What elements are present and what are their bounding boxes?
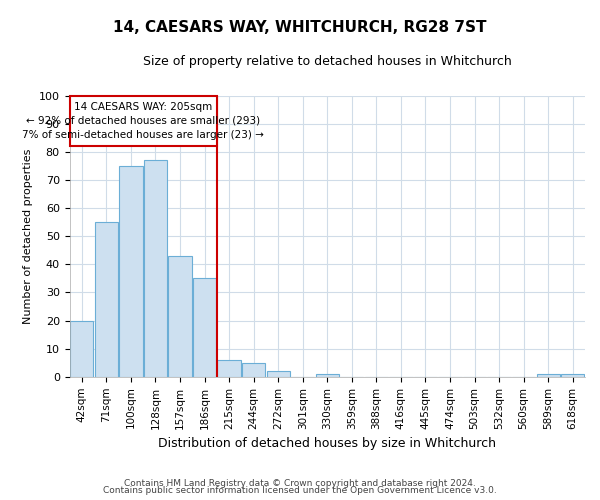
X-axis label: Distribution of detached houses by size in Whitchurch: Distribution of detached houses by size … xyxy=(158,437,496,450)
Text: Contains public sector information licensed under the Open Government Licence v3: Contains public sector information licen… xyxy=(103,486,497,495)
Bar xyxy=(95,222,118,377)
Bar xyxy=(242,363,265,377)
Text: 14 CAESARS WAY: 205sqm
← 92% of detached houses are smaller (293)
7% of semi-det: 14 CAESARS WAY: 205sqm ← 92% of detached… xyxy=(22,102,264,140)
Bar xyxy=(144,160,167,377)
Y-axis label: Number of detached properties: Number of detached properties xyxy=(23,148,33,324)
Bar xyxy=(536,374,560,377)
Bar xyxy=(316,374,339,377)
Title: Size of property relative to detached houses in Whitchurch: Size of property relative to detached ho… xyxy=(143,55,512,68)
Bar xyxy=(193,278,216,377)
Bar xyxy=(169,256,191,377)
Text: 14, CAESARS WAY, WHITCHURCH, RG28 7ST: 14, CAESARS WAY, WHITCHURCH, RG28 7ST xyxy=(113,20,487,35)
Bar xyxy=(266,371,290,377)
Text: Contains HM Land Registry data © Crown copyright and database right 2024.: Contains HM Land Registry data © Crown c… xyxy=(124,478,476,488)
Bar xyxy=(119,166,143,377)
Bar xyxy=(70,96,217,146)
Bar xyxy=(70,320,94,377)
Bar xyxy=(561,374,584,377)
Bar xyxy=(217,360,241,377)
